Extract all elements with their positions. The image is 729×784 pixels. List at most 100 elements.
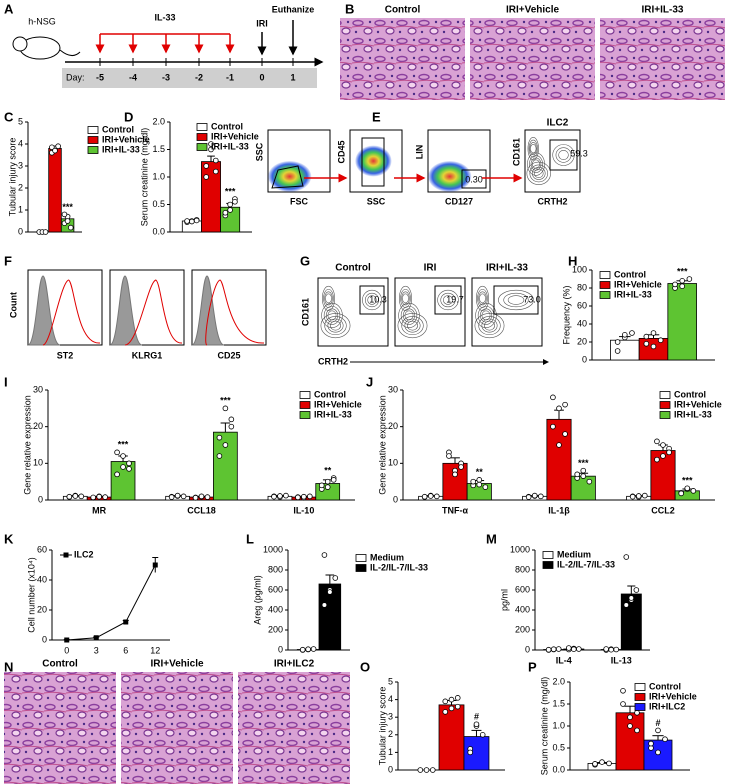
histology-image [238, 672, 350, 784]
legend-swatch [634, 693, 646, 701]
contour [324, 291, 333, 306]
data-point [679, 283, 685, 290]
y-tick-label: 200 [268, 624, 283, 634]
data-point [608, 646, 614, 653]
x-tick-label: IL-13 [611, 655, 632, 665]
data-point [417, 767, 424, 773]
significance: *** [62, 202, 73, 212]
data-point [102, 494, 108, 500]
data-point [452, 471, 458, 478]
x-tick-label: IL-4 [556, 655, 572, 665]
y-tick-label: 40 [577, 318, 587, 328]
data-point [473, 721, 480, 728]
axis-label: SSC [254, 142, 264, 161]
legend-label: Control [314, 389, 346, 399]
legend-label: IRI+Vehicle [314, 399, 362, 409]
data-point [684, 485, 691, 492]
legend-label: Control [649, 681, 681, 691]
y-tick-label: 800 [515, 564, 530, 574]
data-point [650, 330, 657, 336]
legend-swatch [659, 411, 671, 419]
contour [481, 318, 498, 333]
contour [526, 161, 551, 185]
contour [401, 291, 410, 306]
data-point [64, 218, 71, 224]
data-point [433, 493, 440, 500]
image-title: IRI+IL-33 [642, 5, 684, 16]
contour [325, 293, 332, 304]
data-point [446, 453, 452, 459]
y-tick-label: 0 [18, 226, 23, 236]
histology-image [4, 672, 116, 784]
y-tick-label: 400 [268, 604, 283, 614]
legend-label: IL-2/IL-7/IL-33 [557, 559, 615, 569]
data-point [565, 645, 572, 651]
gate [434, 285, 462, 315]
mouse-tail [59, 49, 81, 56]
data-point [114, 449, 120, 456]
contour [475, 302, 497, 328]
contour [558, 149, 569, 161]
data-point [660, 442, 666, 448]
contour [531, 166, 546, 180]
y-tick-label: 600 [268, 584, 283, 594]
y-tick-label: 0 [38, 494, 43, 504]
axis-label: CRTH2 [537, 196, 567, 206]
contour [437, 289, 459, 311]
contour [402, 293, 409, 304]
image-title: IRI+Vehicle [150, 659, 204, 670]
data-point [327, 589, 333, 595]
bar [438, 704, 465, 771]
cell-density [428, 161, 472, 192]
bar [570, 475, 596, 501]
x-tick-label: IL-1β [548, 505, 570, 515]
data-point [222, 442, 229, 448]
legend-swatch [659, 391, 671, 399]
x-tick-label: CCL2 [651, 505, 675, 515]
data-point [629, 493, 636, 500]
contour [555, 147, 572, 163]
x-tick-label: 3 [94, 645, 99, 655]
y-tick-label: 2.0 [152, 116, 165, 126]
y-tick-label: 600 [515, 584, 530, 594]
data-point [208, 146, 214, 153]
data-point [643, 333, 650, 340]
y-axis-label: Cell number (x10⁴) [26, 557, 36, 632]
isotype-peak [191, 275, 225, 346]
y-tick-label: 1.5 [152, 144, 165, 154]
isotype-peak [109, 275, 143, 346]
contour [323, 288, 334, 308]
panel-letter: D [124, 109, 133, 124]
y-tick-label: 0.0 [552, 764, 565, 774]
legend-label: IRI+Vehicle [674, 399, 722, 409]
y-tick-label: 2 [388, 729, 393, 739]
legend-label: Control [211, 121, 243, 131]
data-point [657, 337, 664, 344]
contour [552, 144, 575, 166]
y-tick-label: 20 [577, 336, 587, 346]
y-tick-label: 2.0 [552, 676, 565, 686]
data-point [623, 602, 630, 608]
data-point [599, 759, 605, 765]
data-point [318, 482, 325, 489]
y-axis-label: Tubular injury score [377, 687, 387, 766]
axis-label: FSC [290, 196, 309, 206]
legend-label: IRI+IL-33 [102, 144, 140, 154]
panel-letter: A [4, 1, 14, 16]
data-point [228, 416, 235, 423]
y-tick-label: 1.5 [552, 698, 565, 708]
y-axis-label: Serum creatinine (mg/dl) [539, 677, 549, 776]
data-point [310, 646, 317, 652]
data-point [299, 646, 306, 653]
data-point [184, 218, 190, 224]
data-point [49, 144, 55, 151]
contour [327, 318, 344, 333]
panel-letter: J [366, 374, 373, 389]
legend-swatch [299, 411, 311, 419]
contour [528, 139, 538, 158]
y-tick-label: 1 [18, 204, 23, 214]
contour [479, 293, 486, 304]
data-point [126, 460, 132, 467]
gate-value: 73.0 [523, 294, 541, 304]
